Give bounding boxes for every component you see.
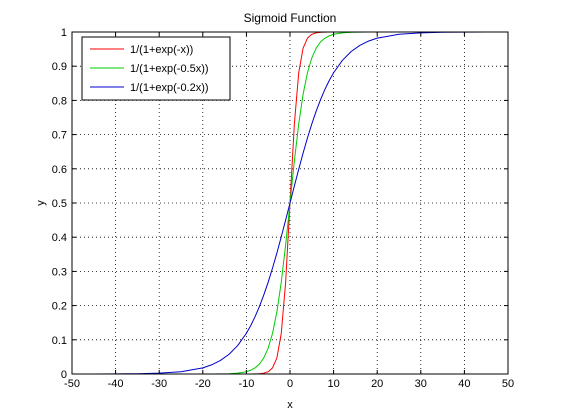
x-tick-labels: -50 -40 -30 -20 -10 0 10 20 30 40 50 bbox=[64, 378, 514, 390]
x-tick-label: -10 bbox=[238, 378, 254, 390]
legend-label-2: 1/(1+exp(-0.5x)) bbox=[130, 63, 209, 75]
y-tick-label: 0 bbox=[61, 369, 67, 381]
x-tick-label: 20 bbox=[371, 378, 383, 390]
y-tick-label: 0.8 bbox=[52, 95, 67, 107]
legend-items: 1/(1+exp(-x)) 1/(1+exp(-0.5x)) 1/(1+exp(-0… bbox=[90, 44, 209, 94]
x-tick-label: 10 bbox=[327, 378, 339, 390]
series-line-3 bbox=[71, 31, 509, 375]
y-tick-label: 0.1 bbox=[52, 335, 67, 347]
y-tick-labels: 0 0.1 0.2 0.3 0.4 0.5 0.6 0.7 0.8 0.9 1 bbox=[52, 27, 67, 381]
y-tick-label: 0.6 bbox=[52, 164, 67, 176]
chart-title: Sigmoid Function bbox=[244, 11, 337, 25]
x-tick-label: 40 bbox=[458, 378, 470, 390]
x-tick-label: -40 bbox=[108, 378, 124, 390]
y-tick-label: 0.2 bbox=[52, 301, 67, 313]
x-axis-label: x bbox=[287, 399, 293, 411]
x-tick-label: 0 bbox=[287, 378, 293, 390]
axis-ticks bbox=[71, 31, 509, 375]
x-tick-label: -50 bbox=[64, 378, 80, 390]
y-tick-label: 0.7 bbox=[52, 130, 67, 142]
legend-label-1: 1/(1+exp(-x)) bbox=[130, 44, 193, 56]
legend: 1/(1+exp(-x)) 1/(1+exp(-0.5x)) 1/(1+exp(-0… bbox=[81, 36, 231, 101]
y-tick-label: 0.4 bbox=[52, 232, 67, 244]
y-tick-label: 0.3 bbox=[52, 266, 67, 278]
legend-label-3: 1/(1+exp(-0.2x)) bbox=[130, 82, 209, 94]
y-tick-label: 0.5 bbox=[52, 198, 67, 210]
x-tick-label: 50 bbox=[502, 378, 514, 390]
x-tick-label: -30 bbox=[151, 378, 167, 390]
y-tick-label: 0.9 bbox=[52, 61, 67, 73]
y-axis-label: y bbox=[35, 200, 47, 206]
x-tick-label: -20 bbox=[195, 378, 211, 390]
y-tick-label: 1 bbox=[61, 27, 67, 39]
x-tick-label: 30 bbox=[415, 378, 427, 390]
